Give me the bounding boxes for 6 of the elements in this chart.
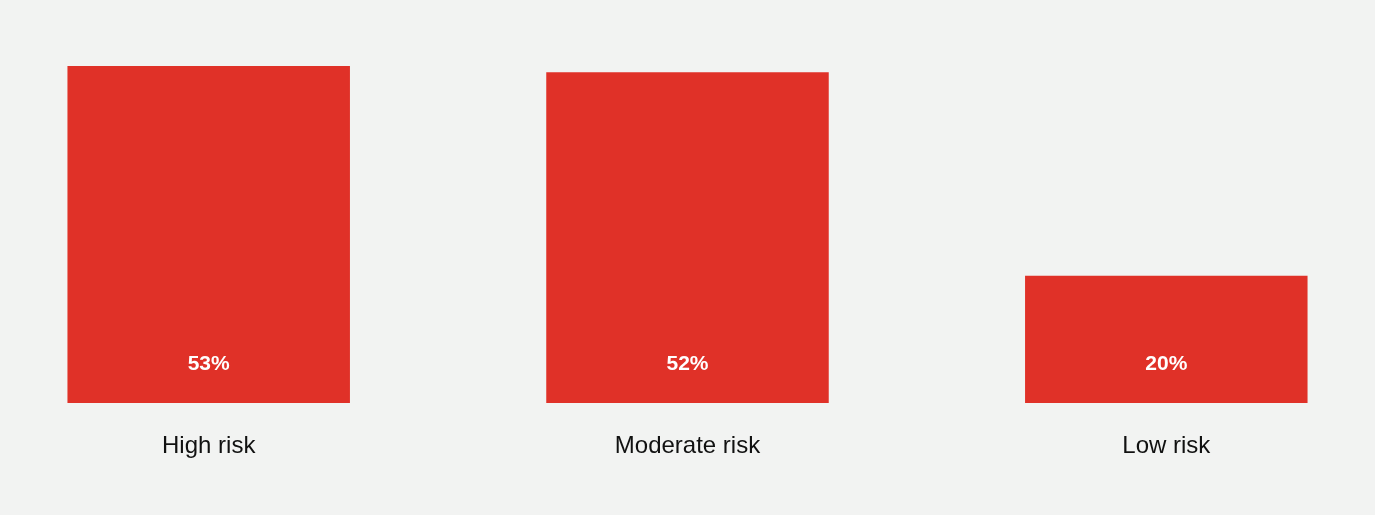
x-tick-label: Low risk [1122, 430, 1212, 458]
data-label: 52% [666, 351, 709, 374]
data-label: 20% [1145, 351, 1188, 374]
data-label: 53% [187, 351, 231, 374]
x-tick-label: Moderate risk [614, 430, 762, 458]
x-tick-label: High risk [162, 430, 257, 458]
